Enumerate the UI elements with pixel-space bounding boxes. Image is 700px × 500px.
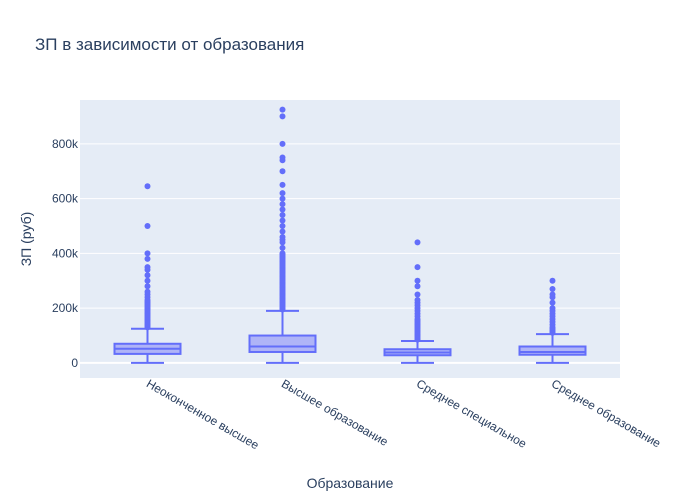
outlier-point (549, 299, 556, 306)
plot-area (80, 100, 620, 378)
outlier-point (279, 250, 286, 257)
y-tick-label: 0 (71, 356, 78, 370)
boxes (113, 106, 587, 364)
box-group (518, 277, 587, 364)
box-group (248, 106, 317, 364)
outlier-point (279, 154, 286, 161)
outlier-point (279, 244, 286, 251)
outlier-point (414, 239, 421, 246)
outlier-point (144, 264, 151, 271)
outlier-point (279, 212, 286, 219)
outlier-point (144, 288, 151, 295)
y-tick-label: 800k (52, 137, 79, 151)
outlier-point (414, 283, 421, 290)
y-tick-label: 600k (52, 192, 79, 206)
y-tick-label: 400k (52, 246, 79, 260)
outlier-point (144, 283, 151, 290)
outlier-point (414, 277, 421, 284)
outlier-point (279, 140, 286, 147)
outlier-point (549, 305, 556, 312)
outlier-point (279, 233, 286, 240)
outlier-point (279, 181, 286, 188)
outlier-point (414, 264, 421, 271)
outlier-point (279, 228, 286, 235)
outlier-point (414, 296, 421, 303)
outlier-point (144, 277, 151, 284)
x-axis-title: Образование (307, 475, 394, 491)
iqr-box (518, 345, 587, 356)
outlier-point (279, 222, 286, 229)
box-group (113, 183, 182, 364)
outlier-point (549, 285, 556, 292)
outlier-point (144, 255, 151, 262)
outlier-point (279, 190, 286, 197)
outlier-point (549, 277, 556, 284)
outlier-point (549, 291, 556, 298)
chart-title: ЗП в зависимости от образования (35, 35, 304, 54)
outlier-point (279, 106, 286, 113)
outlier-point (144, 250, 151, 257)
outlier-point (414, 291, 421, 298)
outlier-point (279, 201, 286, 208)
outlier-point (279, 195, 286, 202)
outlier-point (144, 183, 151, 190)
outlier-point (279, 168, 286, 175)
y-axis-ticks: 0 200k 400k 600k 800k (52, 137, 79, 370)
outlier-point (279, 217, 286, 224)
y-axis-title: ЗП (руб) (18, 212, 34, 267)
box-group (383, 239, 452, 364)
outlier-point (279, 206, 286, 213)
gridlines (80, 143, 620, 364)
outlier-point (144, 222, 151, 229)
outlier-point (144, 272, 151, 279)
iqr-box (248, 334, 317, 353)
y-tick-label: 200k (52, 301, 79, 315)
outlier-point (279, 113, 286, 120)
